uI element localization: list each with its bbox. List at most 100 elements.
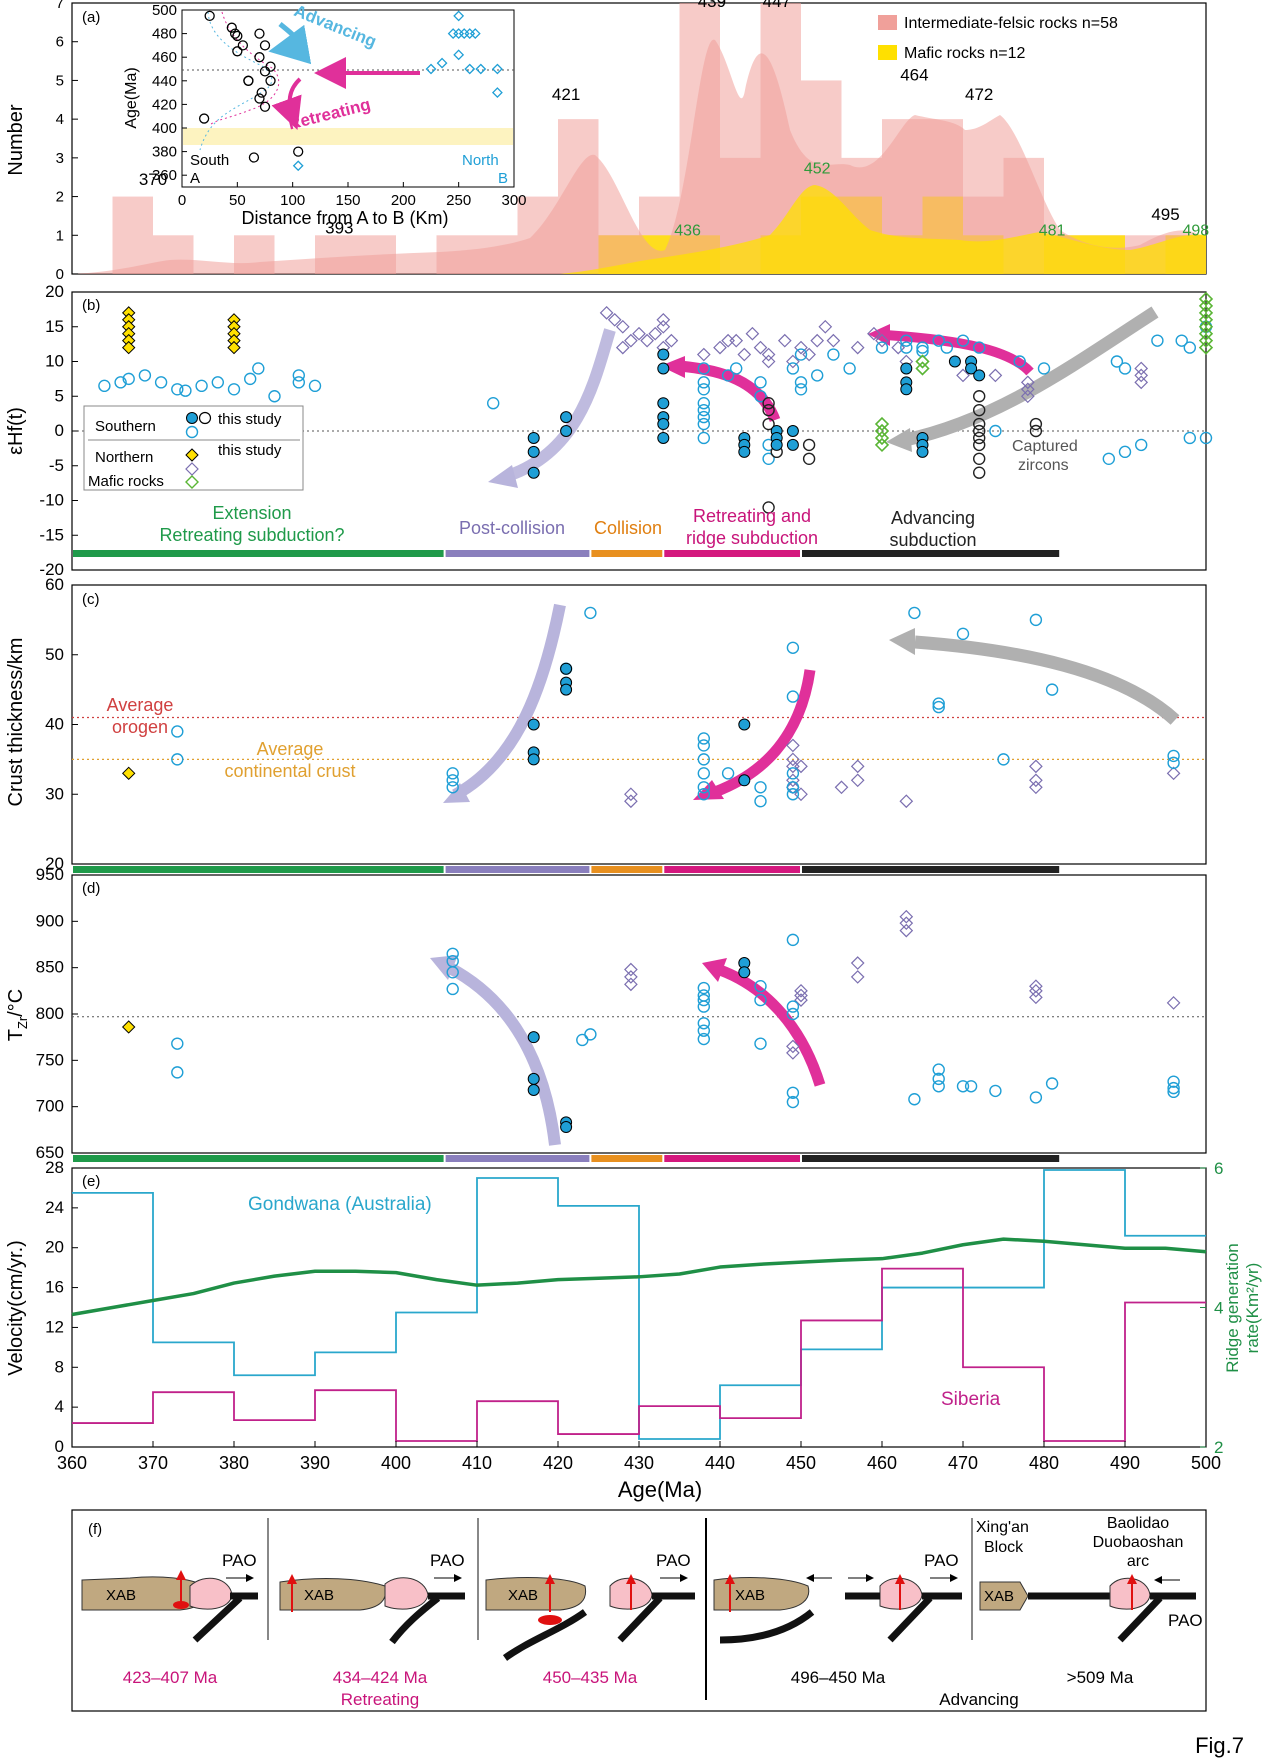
arc-body — [384, 1577, 429, 1610]
stage-label-line2: subduction — [889, 530, 976, 550]
southern-this-study-point — [560, 1121, 573, 1134]
mafic-rock-point — [1198, 326, 1214, 341]
inset-gap-band — [183, 128, 513, 145]
northern-this-study-point — [227, 340, 241, 355]
southern-zircon-open-point — [1045, 683, 1059, 696]
southern-zircon-open-point — [1167, 749, 1180, 763]
felsic-peak-label: 447 — [763, 0, 791, 11]
northern-zircon-point — [1029, 990, 1043, 1005]
southern-zircon-open-point — [697, 981, 710, 995]
arc-body — [1109, 1577, 1151, 1610]
southern-zircon-open-point — [308, 379, 322, 393]
southern-zircon-open-point — [754, 376, 767, 389]
inset-south-point — [229, 28, 241, 39]
arc-label-2: Duobaoshan — [1093, 1534, 1184, 1551]
trend-arrowhead-retreat-b — [660, 356, 685, 378]
panel-e-y2label-2: rate(Km²/yr) — [1243, 1263, 1262, 1354]
x-tick-label: 420 — [543, 1453, 573, 1473]
southern-zircon-open-point — [98, 379, 111, 393]
stage-bar — [591, 866, 663, 873]
northern-zircon-point — [834, 780, 849, 795]
southern-zircon-open-point — [171, 725, 184, 738]
reference-label-line2: orogen — [112, 717, 168, 737]
southern-zircon-open-point — [794, 383, 808, 396]
southern-zircon-open-point — [964, 1080, 978, 1093]
southern-zircon-open-point — [730, 362, 743, 375]
frame-age: 423–407 Ma — [123, 1668, 218, 1687]
magma-body — [173, 1601, 189, 1609]
southern-zircon-open-point — [956, 627, 970, 641]
southern-zircon-open-point — [1175, 334, 1188, 347]
y-tick-label: 28 — [45, 1158, 64, 1177]
ylabel-zr: Zr — [15, 1016, 30, 1029]
inset-south-point — [243, 75, 254, 86]
mafic-rock-point — [1198, 312, 1214, 327]
mafic-rock-point — [1198, 298, 1214, 314]
southern-this-study-point — [973, 369, 986, 382]
captured-zircon-point — [973, 390, 986, 403]
southern-zircon-open-point — [243, 372, 257, 386]
inset-north-point — [453, 49, 465, 61]
trend-arrowhead-retreat-d — [702, 958, 727, 982]
southern-this-study-point — [527, 1072, 540, 1085]
southern-this-study-point — [738, 774, 751, 787]
stage-bar — [664, 1155, 800, 1162]
stage-label: Post-collision — [459, 518, 565, 538]
southern-zircon-open-point — [932, 700, 945, 714]
southern-zircon-open-point — [794, 376, 808, 389]
xab-label: XAB — [106, 1587, 136, 1604]
frame-age: 450–435 Ma — [543, 1668, 638, 1687]
inset-south-point — [265, 75, 276, 86]
southern-zircon-open-point — [1167, 1081, 1180, 1095]
inset-south-point — [254, 52, 265, 63]
y-tick-label: 5 — [56, 72, 64, 89]
southern-zircon-open-point — [811, 369, 824, 382]
northern-zircon-point — [794, 993, 808, 1007]
captured-zircon-point — [973, 452, 986, 465]
magma-arrowhead — [176, 1570, 186, 1580]
southern-zircon-open-point — [1045, 1077, 1059, 1090]
mafic-rock-point — [1198, 333, 1214, 348]
southern-this-study-point — [965, 362, 978, 375]
southern-zircon-open-point — [446, 947, 459, 960]
y-tick-label: 20 — [45, 1238, 64, 1257]
y-tick-label: 40 — [45, 715, 64, 734]
reference-label-line2: continental crust — [224, 761, 355, 781]
legend-northern: Northern — [95, 449, 153, 466]
captured-zircon-point — [762, 397, 775, 410]
southern-zircon-open-point — [956, 334, 970, 347]
y-tick-label: 15 — [45, 317, 64, 336]
magma-arrowhead — [545, 1574, 555, 1584]
northern-zircon-point — [850, 773, 865, 788]
northern-zircon-point — [1020, 375, 1035, 390]
x-tick-label: 380 — [219, 1453, 249, 1473]
southern-zircon-open-point — [786, 1086, 800, 1099]
xingan-label-1: Xing'an — [976, 1519, 1029, 1536]
x-tick-label: 400 — [381, 1453, 411, 1473]
reference-label: Average — [257, 739, 324, 759]
siberia-label: Siberia — [941, 1389, 1001, 1410]
southern-this-study-point — [527, 1031, 540, 1044]
panel-d-ylabel: TZr/°C — [5, 989, 30, 1042]
xab-label: XAB — [508, 1587, 538, 1604]
pao-label: PAO — [924, 1551, 959, 1570]
ylabel-degc: /°C — [5, 989, 27, 1017]
panel-f-tectonic-schematic: (f) XAB PAO 423–407 Ma XAB — [71, 1509, 1207, 1712]
inset-south-boundary — [199, 11, 273, 151]
captured-zircon-point — [973, 424, 986, 438]
southern-zircon-open-point — [754, 980, 767, 993]
inset-x-tick-label: 50 — [229, 192, 246, 209]
mafic-rock-point — [1198, 340, 1214, 355]
frame-sub: Advancing — [939, 1690, 1018, 1709]
northern-zircon-point — [615, 340, 630, 355]
legend-felsic-label: Intermediate-felsic rocks n=58 — [904, 15, 1118, 32]
northern-zircon-point — [891, 340, 906, 355]
southern-zircon-open-point — [697, 753, 710, 766]
southern-zircon-open-point — [697, 376, 710, 389]
southern-zircon-open-point — [900, 334, 913, 347]
slab — [617, 1595, 663, 1643]
trend-arrow-advance-c — [914, 635, 1180, 725]
x-tick-label: 490 — [1110, 1453, 1140, 1473]
